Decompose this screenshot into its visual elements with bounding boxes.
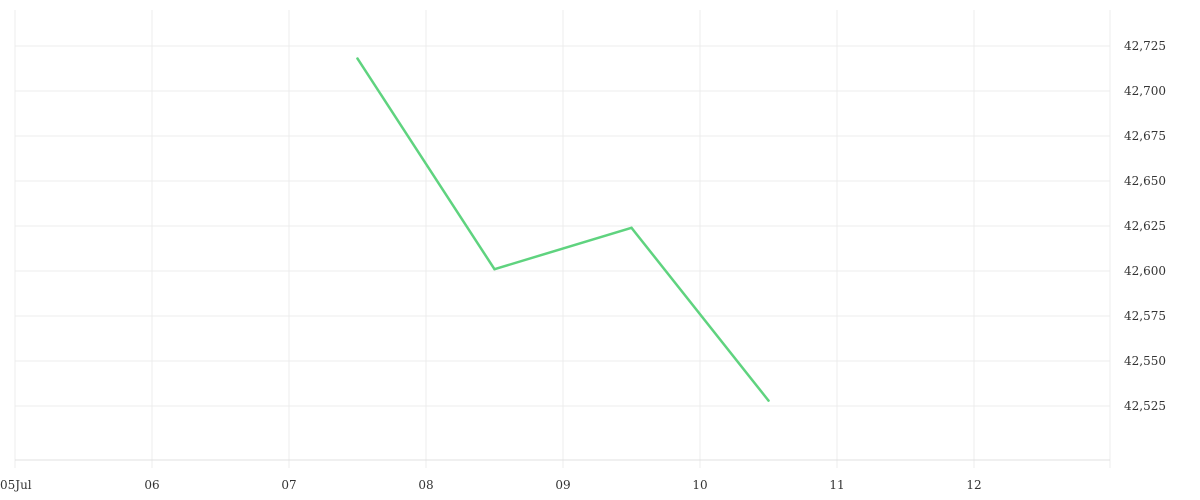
- y-tick-label: 42,550: [1124, 354, 1166, 368]
- grid-vertical: [14, 10, 1111, 468]
- y-tick-label: 42,700: [1124, 84, 1166, 98]
- x-tick-label: 09: [555, 478, 570, 492]
- grid-horizontal: [15, 45, 1110, 407]
- y-tick-label: 42,600: [1124, 264, 1166, 278]
- series-line: [356, 57, 770, 402]
- data-point: [767, 399, 770, 402]
- x-tick-label: 12: [966, 478, 981, 492]
- data-point: [630, 226, 633, 229]
- y-tick-label: 42,725: [1124, 39, 1166, 53]
- x-tick-label: 11: [829, 478, 844, 492]
- x-tick-label: 06: [144, 478, 159, 492]
- series-group: [356, 57, 770, 402]
- y-tick-label: 42,650: [1124, 174, 1166, 188]
- y-tick-label: 42,675: [1124, 129, 1166, 143]
- x-tick-label: 08: [418, 478, 433, 492]
- x-tick-labels: 05Jul 06 07 08 09 10 11 12: [0, 478, 982, 492]
- x-tick-label: 05Jul: [0, 478, 32, 492]
- y-tick-label: 42,575: [1124, 309, 1166, 323]
- y-tick-label: 42,525: [1124, 399, 1166, 413]
- y-tick-label: 42,625: [1124, 219, 1166, 233]
- x-tick-label: 07: [281, 478, 296, 492]
- x-tick-label: 10: [692, 478, 707, 492]
- data-point: [493, 268, 496, 271]
- y-tick-labels: 42,725 42,700 42,675 42,650 42,625 42,600 42,5…: [1124, 39, 1166, 413]
- data-point: [356, 57, 359, 60]
